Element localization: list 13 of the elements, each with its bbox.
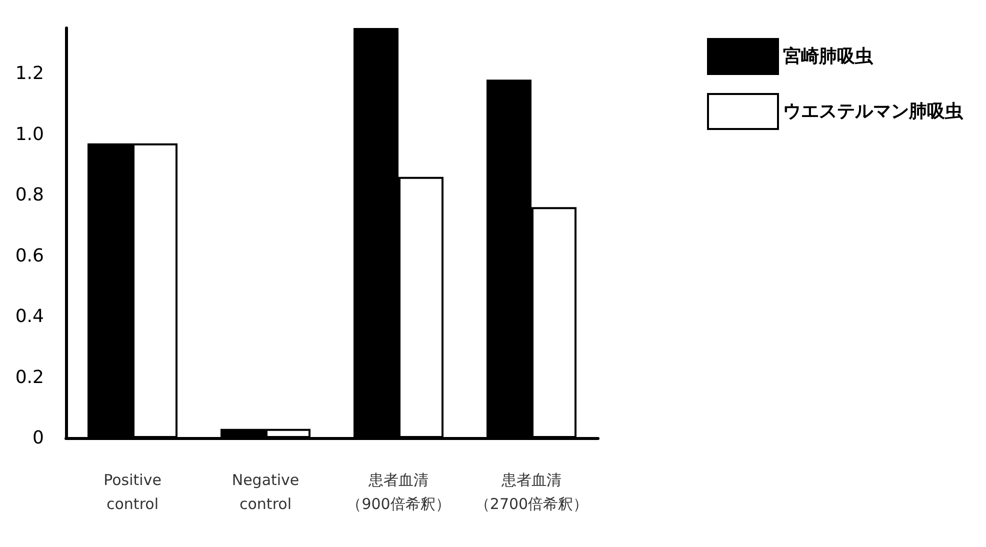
y-tick-label: 1.0	[15, 124, 44, 145]
y-tick-label: 1.2	[15, 63, 44, 84]
legend-label: ウエステルマン肺吸虫	[783, 101, 964, 122]
x-tick-label: Positive control	[104, 471, 162, 513]
y-tick-label: 0.6	[15, 245, 44, 266]
y-tick-label: 0.2	[15, 366, 44, 388]
y-tick-label: 0.4	[15, 306, 44, 328]
y-tick-label: 0	[32, 428, 44, 448]
legend-label: 宮崎肺吸虫	[783, 46, 874, 67]
x-tick-label: 患者血清（2700倍希釈）	[474, 471, 588, 513]
y-tick-label: 0.8	[15, 184, 44, 206]
x-tick-label: 患者血清（900倍希釈）	[346, 471, 450, 513]
x-tick-label: Negative control	[232, 471, 300, 513]
